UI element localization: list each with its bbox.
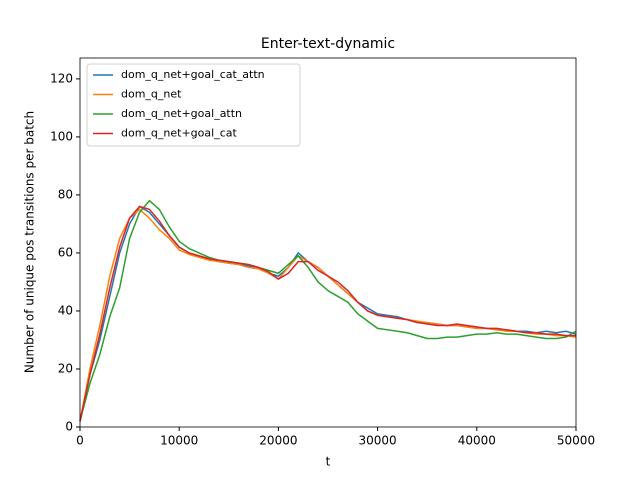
x-tick-label: 40000 bbox=[458, 434, 496, 448]
legend-label: dom_q_net+goal_cat_attn bbox=[121, 68, 265, 81]
x-tick-label: 10000 bbox=[160, 434, 198, 448]
series-line bbox=[79, 205, 577, 422]
series-line bbox=[79, 205, 576, 422]
y-tick-label: 80 bbox=[58, 187, 73, 201]
y-tick-label: 120 bbox=[50, 71, 73, 85]
legend-label: dom_q_net+goal_cat bbox=[121, 127, 237, 140]
series-line bbox=[79, 208, 577, 422]
y-tick-label: 60 bbox=[58, 245, 73, 259]
legend-label: dom_q_net+goal_attn bbox=[121, 107, 242, 120]
x-tick-label: 50000 bbox=[557, 434, 595, 448]
plot-frame bbox=[79, 57, 577, 428]
series-line bbox=[79, 199, 577, 422]
y-tick-label: 20 bbox=[58, 361, 73, 375]
chart-title: Enter-text-dynamic bbox=[261, 36, 395, 52]
x-tick-label: 30000 bbox=[359, 434, 397, 448]
legend-box bbox=[86, 63, 301, 147]
x-tick-label: 0 bbox=[76, 434, 84, 448]
y-tick-label: 100 bbox=[50, 129, 73, 143]
y-tick-label: 40 bbox=[58, 303, 73, 317]
y-tick-label: 0 bbox=[65, 420, 73, 434]
x-tick-label: 20000 bbox=[259, 434, 297, 448]
x-axis-label: t bbox=[326, 455, 331, 469]
y-axis-label: Number of unique pos transitions per bat… bbox=[23, 111, 37, 373]
legend-label: dom_q_net bbox=[121, 88, 182, 101]
